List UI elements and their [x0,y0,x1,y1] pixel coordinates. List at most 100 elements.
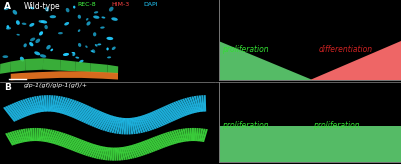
Polygon shape [189,97,197,113]
Ellipse shape [109,7,113,11]
Polygon shape [138,142,148,155]
Polygon shape [85,143,94,156]
Polygon shape [43,129,48,142]
Text: A: A [4,2,11,11]
Ellipse shape [111,17,118,21]
Ellipse shape [30,7,34,9]
Polygon shape [46,129,53,143]
Polygon shape [114,148,116,161]
Polygon shape [135,143,144,156]
Polygon shape [124,146,130,159]
Polygon shape [64,99,75,115]
Polygon shape [158,108,172,123]
Polygon shape [156,135,166,148]
Polygon shape [171,102,183,118]
Polygon shape [195,128,198,141]
Polygon shape [46,95,49,112]
Ellipse shape [40,54,46,58]
Polygon shape [41,128,46,142]
Polygon shape [39,95,44,112]
Text: differentiation: differentiation [319,45,373,54]
Polygon shape [142,141,152,153]
Polygon shape [100,147,106,160]
Polygon shape [60,60,75,71]
Ellipse shape [46,45,51,50]
Ellipse shape [4,6,9,10]
Polygon shape [176,130,182,143]
Ellipse shape [64,22,69,25]
Polygon shape [5,106,18,121]
Polygon shape [151,111,163,127]
Ellipse shape [29,42,33,46]
Polygon shape [146,114,157,129]
Polygon shape [59,134,68,146]
Polygon shape [93,112,105,128]
Polygon shape [34,96,41,113]
Polygon shape [126,146,133,159]
Text: proliferation: proliferation [222,121,269,130]
Ellipse shape [106,37,113,40]
Ellipse shape [38,20,44,23]
Polygon shape [61,134,70,147]
Polygon shape [96,146,103,159]
Polygon shape [112,148,114,161]
Ellipse shape [93,32,96,36]
Ellipse shape [97,43,101,45]
Polygon shape [196,96,202,112]
Polygon shape [109,117,117,133]
Ellipse shape [6,25,9,29]
Polygon shape [102,115,112,131]
Polygon shape [117,147,121,161]
Polygon shape [199,95,203,112]
Polygon shape [149,112,161,127]
Polygon shape [3,107,16,122]
Polygon shape [83,108,96,123]
Polygon shape [11,71,118,80]
Ellipse shape [78,15,81,19]
Polygon shape [90,63,107,73]
Polygon shape [94,145,101,158]
Polygon shape [61,98,70,114]
Polygon shape [110,147,113,161]
Polygon shape [137,143,146,155]
Polygon shape [69,137,78,150]
Polygon shape [201,95,205,112]
Polygon shape [158,134,168,147]
Polygon shape [26,58,43,71]
Ellipse shape [101,16,105,19]
Polygon shape [131,144,139,157]
Text: DAPI: DAPI [144,2,158,7]
Polygon shape [71,103,83,118]
Polygon shape [81,142,90,154]
Polygon shape [160,134,170,146]
Polygon shape [75,104,88,120]
Polygon shape [34,128,36,141]
Polygon shape [204,95,206,112]
Polygon shape [79,106,92,121]
Polygon shape [202,129,208,142]
Polygon shape [65,136,74,148]
Polygon shape [50,95,53,112]
Polygon shape [59,97,68,113]
Polygon shape [77,141,86,153]
Ellipse shape [22,23,26,25]
Polygon shape [87,110,100,125]
Text: GLD-1 pathway: GLD-1 pathway [314,16,385,25]
Polygon shape [147,113,159,128]
Polygon shape [122,147,128,160]
Polygon shape [10,132,18,144]
Ellipse shape [100,26,105,29]
Polygon shape [165,132,173,145]
Polygon shape [137,116,146,133]
Ellipse shape [45,7,49,11]
Polygon shape [310,41,401,80]
Polygon shape [182,99,192,114]
Polygon shape [56,96,63,113]
Polygon shape [89,111,101,126]
Polygon shape [198,128,203,142]
Polygon shape [128,118,131,134]
Ellipse shape [30,38,35,41]
Polygon shape [182,128,187,142]
Polygon shape [41,95,46,112]
Ellipse shape [72,52,75,54]
